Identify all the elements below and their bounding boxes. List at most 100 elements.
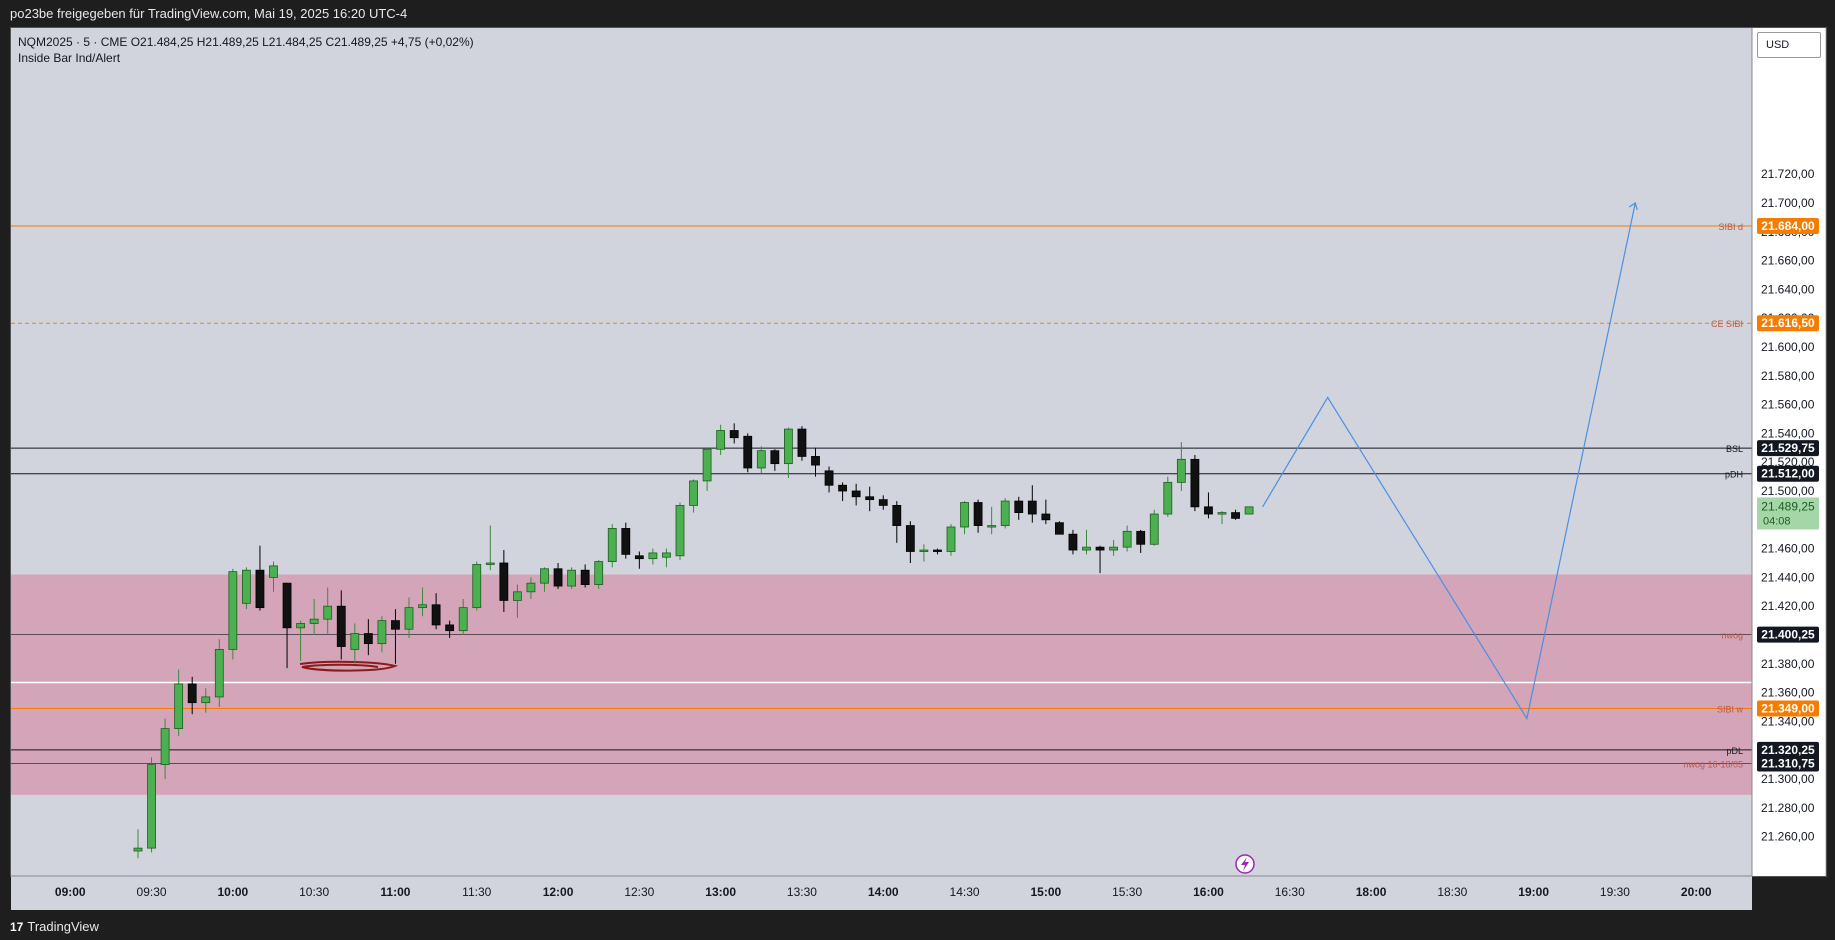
price-tick-label: 21.700,00 xyxy=(1761,196,1815,210)
candle-body xyxy=(336,605,346,647)
price-tag xyxy=(1757,700,1819,717)
candle-body xyxy=(187,683,197,704)
price-tick-label: 21.440,00 xyxy=(1761,570,1815,584)
time-tick-label: 20:00 xyxy=(1681,885,1712,899)
brand-name: TradingView xyxy=(27,919,99,934)
candle-body xyxy=(919,549,929,552)
last-price-label: 21.489,25 xyxy=(1761,499,1815,513)
candle-body xyxy=(445,624,455,632)
candle-body xyxy=(838,484,847,492)
candle-body xyxy=(133,847,143,852)
price-tick-label: 21.560,00 xyxy=(1761,398,1815,412)
candle-body xyxy=(1136,530,1146,545)
price-tick-label: 21.580,00 xyxy=(1761,369,1815,383)
candle-body xyxy=(499,562,509,601)
price-tick-label: 21.260,00 xyxy=(1761,830,1815,844)
price-tick-label: 21.460,00 xyxy=(1761,542,1815,556)
time-tick-label: 13:00 xyxy=(705,885,736,899)
candle-body xyxy=(1095,546,1105,551)
time-tick-label: 16:30 xyxy=(1275,885,1305,899)
level-label: nwog xyxy=(1721,631,1743,641)
candle-body xyxy=(540,568,549,584)
candle-body xyxy=(892,504,902,526)
level-label: SIBI d xyxy=(1718,222,1743,232)
candle-body xyxy=(987,525,997,528)
candlestick-chart[interactable]: SIBI d CE SIBI BSL pDH nwog SIBI w pDL nwog 16-… xyxy=(0,0,1835,910)
candle-body xyxy=(933,549,942,552)
candle-body xyxy=(1122,530,1132,548)
candle-body xyxy=(634,555,644,560)
candle-body xyxy=(878,499,888,506)
level-label: BSL xyxy=(1726,444,1743,454)
price-tick-label: 21.300,00 xyxy=(1761,772,1815,786)
time-tick-label: 09:30 xyxy=(137,885,167,899)
candle-body xyxy=(1041,513,1051,521)
candle-body xyxy=(811,456,820,466)
price-tick-label: 21.520,00 xyxy=(1761,455,1815,469)
last-price-tag xyxy=(1757,497,1819,530)
time-axis xyxy=(11,876,1752,910)
candle-body xyxy=(1068,533,1078,551)
candle-body xyxy=(973,502,983,526)
red-scribble-mark xyxy=(299,660,399,672)
time-tick-label: 19:00 xyxy=(1518,885,1549,899)
candle-body xyxy=(1176,458,1186,483)
candle-body xyxy=(702,448,712,482)
tradingview-logo[interactable]: 17 TradingView xyxy=(10,919,99,934)
indicator-label[interactable]: Inside Bar Ind/Alert xyxy=(18,51,121,65)
candle-body xyxy=(1244,506,1254,515)
candle-body xyxy=(621,528,631,555)
level-label: pDH xyxy=(1725,470,1743,480)
price-tick-label: 21.280,00 xyxy=(1761,801,1815,815)
currency-button[interactable]: USD xyxy=(1757,32,1821,58)
time-tick-label: 14:30 xyxy=(950,885,980,899)
candle-body xyxy=(228,571,238,650)
candle-body xyxy=(607,528,617,562)
time-tick-label: 12:00 xyxy=(543,885,574,899)
candle-body xyxy=(1109,546,1118,551)
candle-body xyxy=(377,620,387,645)
time-tick-label: 15:30 xyxy=(1112,885,1142,899)
candle-body xyxy=(1163,481,1173,515)
candle-body xyxy=(567,569,576,587)
candle-body xyxy=(851,490,861,498)
price-tag xyxy=(1757,218,1819,235)
candle-body xyxy=(729,430,739,439)
candle-body xyxy=(1204,506,1213,515)
price-tick-label: 21.640,00 xyxy=(1761,282,1815,296)
time-tick-label: 18:30 xyxy=(1437,885,1467,899)
price-tag xyxy=(1757,440,1819,457)
lightning-bolt-icon xyxy=(1241,857,1249,871)
candle-body xyxy=(1014,500,1024,513)
price-tick-label: 21.420,00 xyxy=(1761,599,1815,613)
plot-group: SIBI d CE SIBI BSL pDH nwog SIBI w pDL nwog 16-… xyxy=(11,202,1752,859)
candle-body xyxy=(147,764,156,849)
projection-path xyxy=(1262,202,1636,721)
candle-body xyxy=(905,525,915,552)
candle-body xyxy=(526,582,536,593)
candle-body xyxy=(960,502,969,528)
candle-body xyxy=(1149,513,1159,545)
price-tick-label: 21.660,00 xyxy=(1761,254,1815,268)
price-tag xyxy=(1757,315,1819,332)
candle-body xyxy=(513,591,522,601)
time-tick-label: 12:30 xyxy=(624,885,654,899)
candle-body xyxy=(946,526,956,552)
candle-body xyxy=(1027,500,1037,515)
time-tick-label: 11:00 xyxy=(380,885,410,899)
candle-body xyxy=(1217,512,1227,515)
candle-body xyxy=(824,470,834,486)
candle-body xyxy=(418,604,427,609)
candle-body xyxy=(255,569,265,609)
zone-rect xyxy=(11,574,1752,795)
price-tag-label: 21.349,00 xyxy=(1761,701,1815,715)
candle-body xyxy=(431,604,441,626)
price-tag xyxy=(1757,626,1819,643)
candle-body xyxy=(309,618,319,624)
tradingview-logo-icon: 17 xyxy=(10,919,24,934)
projection-arrowhead xyxy=(1628,202,1638,211)
candle-body xyxy=(1190,458,1200,508)
time-tick-label: 14:00 xyxy=(868,885,899,899)
price-tag-label: 21.310,75 xyxy=(1761,757,1815,771)
time-tick-label: 15:00 xyxy=(1030,885,1061,899)
